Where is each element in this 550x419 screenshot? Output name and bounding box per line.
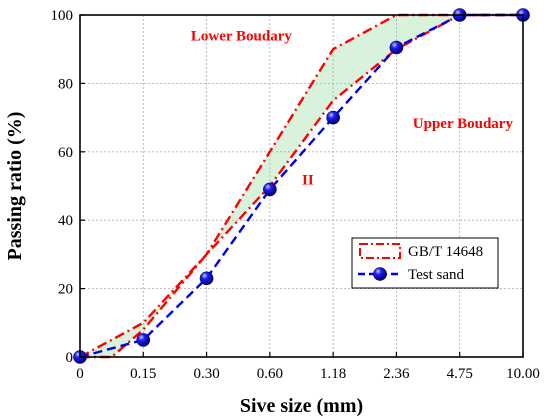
x-tick-label: 2.36 — [383, 366, 410, 382]
test-sand-point — [199, 271, 214, 286]
x-tick-label: 0.60 — [257, 366, 283, 382]
legend-swatch-gbt — [359, 243, 401, 259]
x-tick-label: 4.75 — [447, 366, 473, 382]
lower-boundary-line — [79, 13, 523, 359]
legend-label-gbt: GB/T 14648 — [408, 244, 483, 260]
y-tick-label: 60 — [58, 145, 73, 161]
test-sand-point — [389, 40, 404, 55]
grid-lines — [80, 15, 523, 357]
y-tick-label: 0 — [66, 350, 74, 366]
y-tick-label: 40 — [58, 213, 73, 229]
test-sand-line — [79, 13, 523, 359]
x-axis-title: Sive size (mm) — [240, 395, 363, 417]
y-tick-label: 20 — [58, 282, 73, 298]
y-tick-label: 80 — [58, 76, 73, 92]
y-axis-title: Passing ratio (%) — [4, 112, 26, 261]
annotation-label: II — [302, 172, 314, 188]
x-tick-label: 10.00 — [506, 366, 540, 382]
series-layer — [73, 8, 530, 364]
legend-marker-test — [373, 267, 387, 281]
plot-frame — [79, 14, 524, 358]
legend-label-test: Test sand — [408, 267, 465, 283]
x-tick-label: 0.15 — [130, 366, 156, 382]
x-tick-label: 0.30 — [193, 366, 219, 382]
annotation-label: Lower Boudary — [191, 29, 292, 45]
x-tick-label: 0 — [76, 366, 84, 382]
legend: GB/T 14648 Test sand — [351, 237, 499, 289]
test-sand-point — [326, 110, 340, 125]
x-tick-label: 1.18 — [320, 366, 346, 382]
annotation-label: Upper Boudary — [413, 116, 514, 132]
test-sand-point — [136, 333, 151, 347]
axis-ticks: 0 0.15 0.30 0.60 1.18 2.36 4.75 10.00 0 20 40 60 80 1… — [51, 8, 540, 382]
test-sand-point — [263, 182, 277, 197]
annotations: Lower Boudary Upper Boudary II — [191, 29, 514, 189]
y-tick-label: 100 — [51, 8, 74, 24]
